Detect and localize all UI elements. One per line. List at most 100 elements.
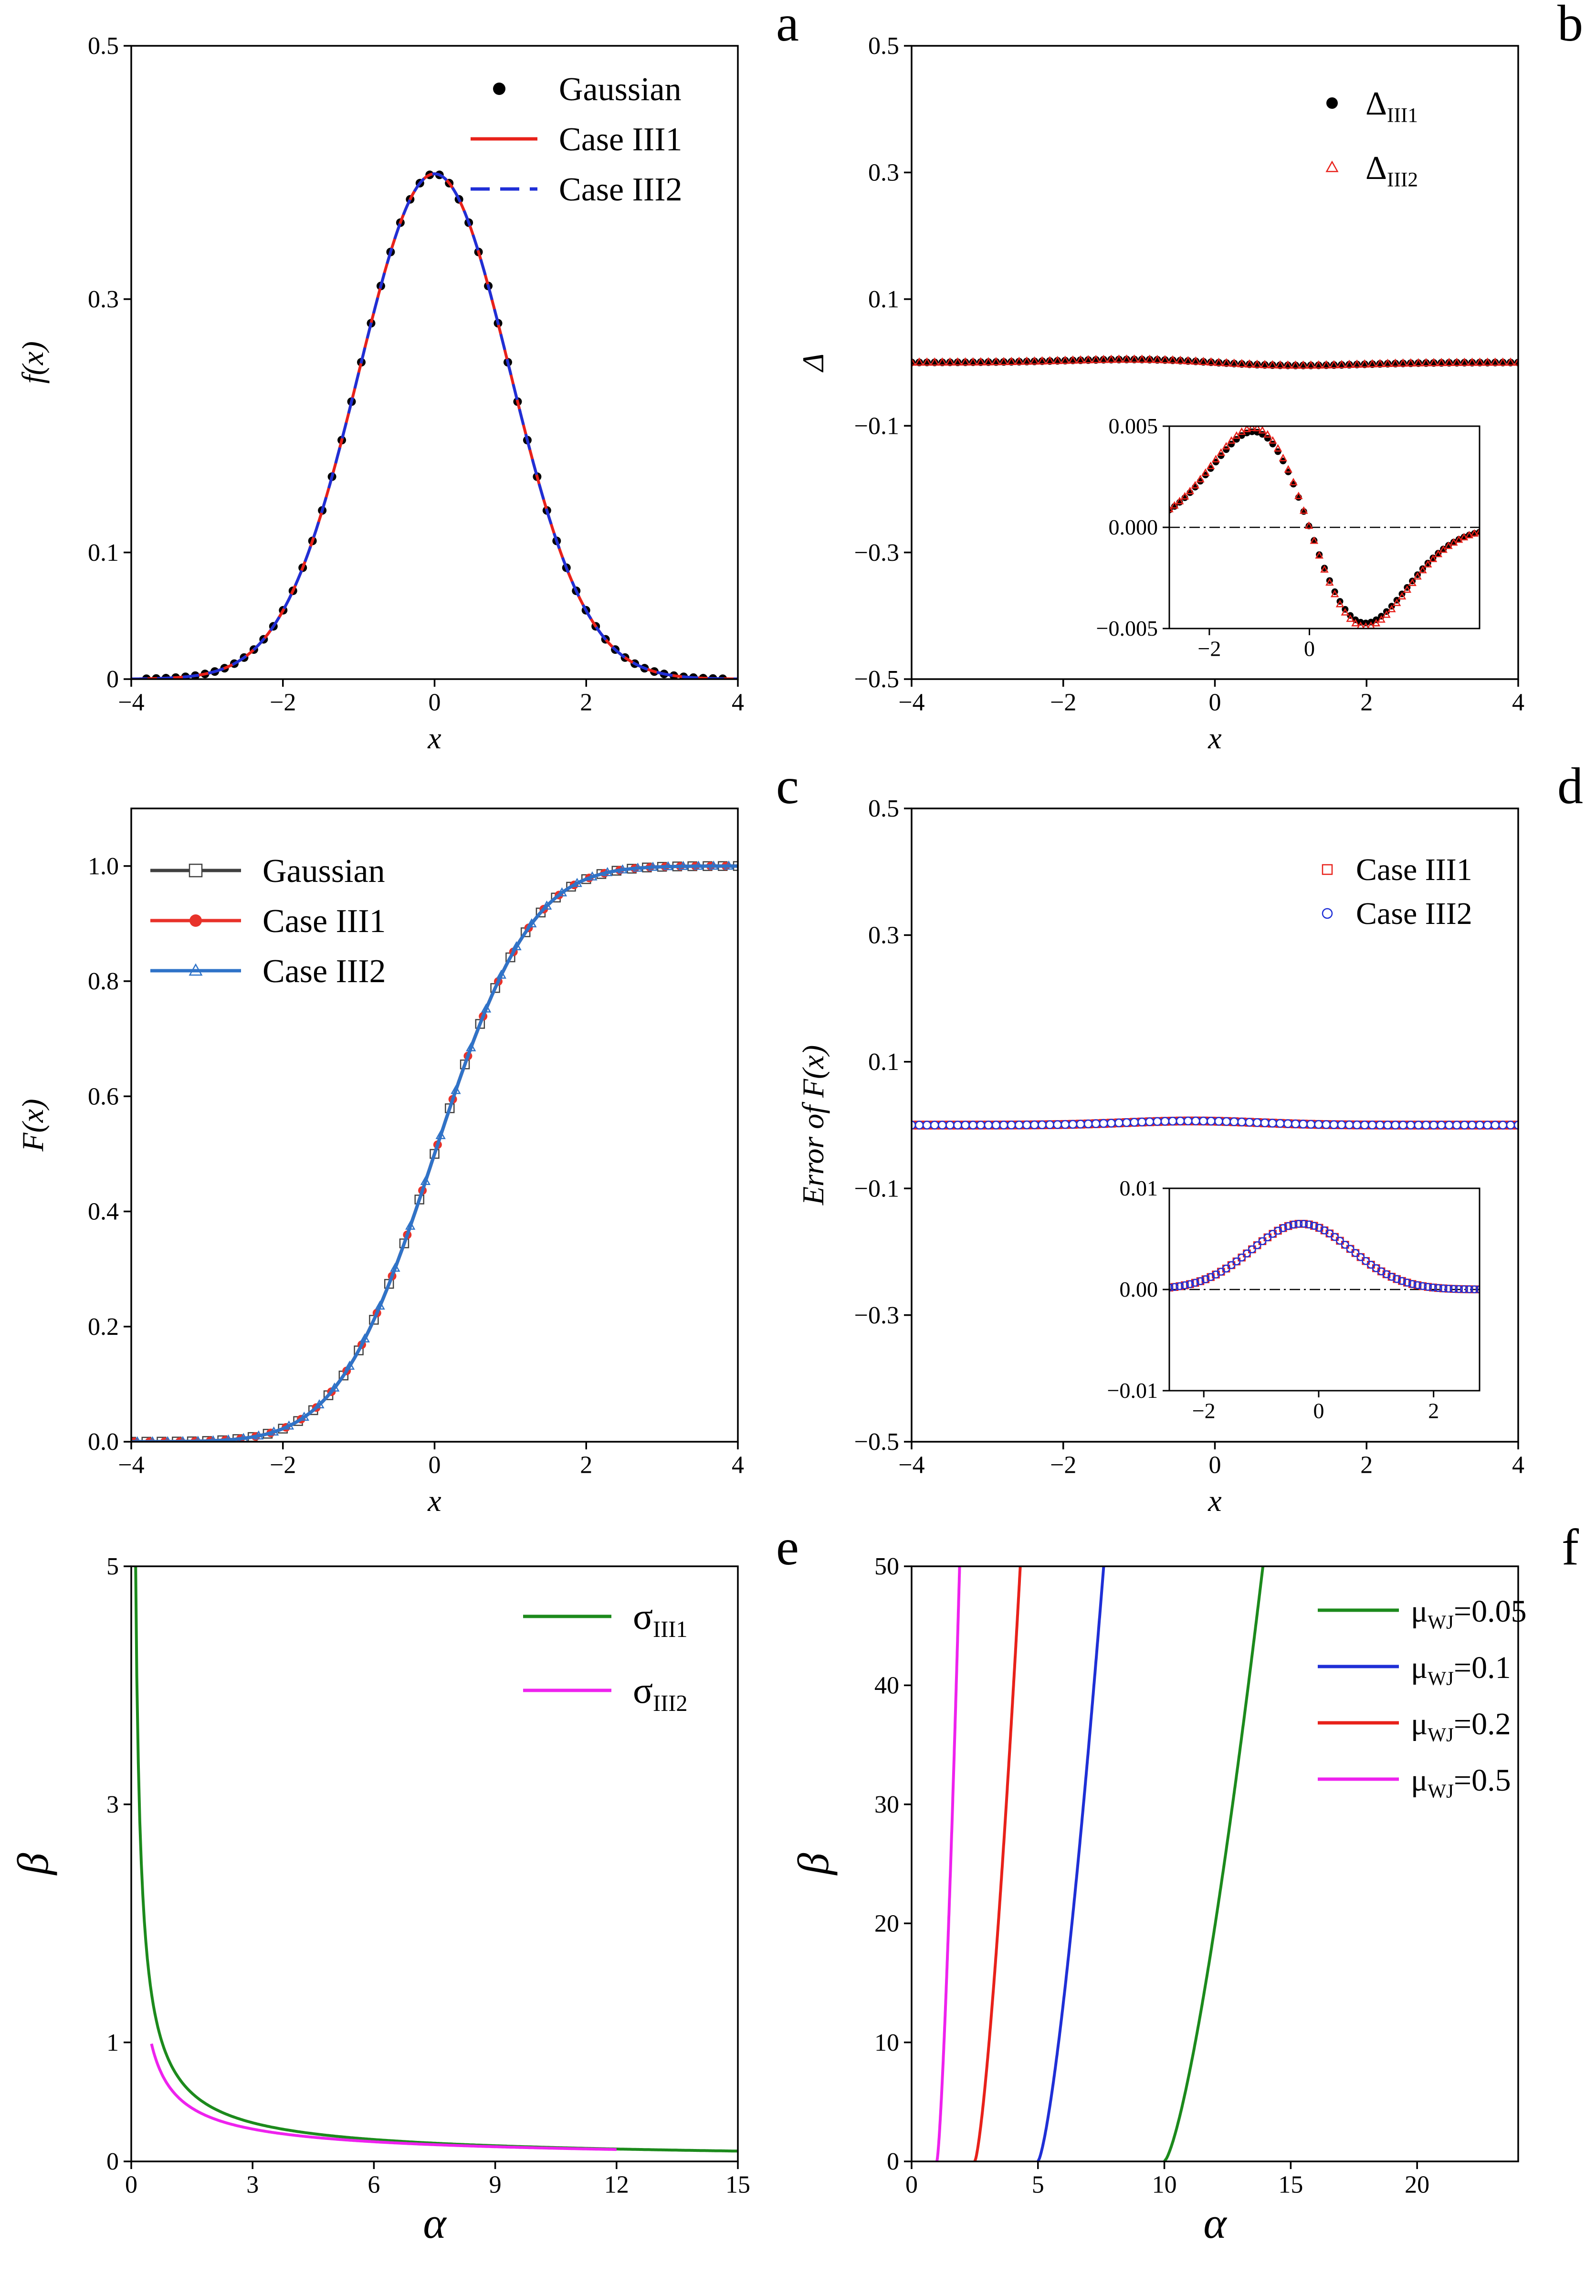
legend-marker <box>189 963 203 976</box>
data-point <box>708 860 719 870</box>
y-tick-label: −0.3 <box>854 1302 899 1329</box>
inset-data-point <box>1346 1245 1354 1253</box>
inset-data-point <box>1408 578 1417 587</box>
inset-data-point <box>1263 1233 1272 1241</box>
data-point <box>179 1436 186 1442</box>
inset-data-point <box>1418 566 1427 574</box>
data-point <box>1360 359 1369 368</box>
data-point <box>740 862 748 869</box>
data-point <box>420 1175 431 1185</box>
x-tick-label: 0 <box>1209 1451 1221 1478</box>
x-tick-label: 15 <box>1278 2171 1303 2198</box>
x-tick-label: 0 <box>1209 689 1221 716</box>
data-point <box>1099 1119 1108 1128</box>
data-point <box>344 1360 355 1370</box>
x-tick-label: 15 <box>725 2171 750 2198</box>
data-point <box>1168 355 1177 364</box>
data-point <box>1046 357 1054 365</box>
data-point <box>1215 358 1223 367</box>
inset-data-point <box>1377 615 1386 623</box>
inset-data-point <box>1263 430 1272 438</box>
data-point <box>953 357 963 366</box>
data-point <box>999 356 1008 366</box>
legend-label: Case III1 <box>1356 852 1472 887</box>
y-tick-label: 0.3 <box>868 922 899 949</box>
data-point <box>1145 356 1154 364</box>
legend-label: μWJ=0.05 <box>1411 1594 1527 1633</box>
data-point <box>1444 357 1454 366</box>
x-tick-label: 10 <box>1152 2171 1177 2198</box>
y-tick-label: 0.0 <box>88 1428 119 1456</box>
data-point <box>1445 359 1453 367</box>
y-tick-label: 0.4 <box>88 1198 119 1226</box>
data-point <box>1183 356 1193 365</box>
data-point <box>1083 1119 1093 1129</box>
y-tick-label: 0.3 <box>868 159 899 187</box>
inset-data-point <box>1170 501 1179 509</box>
data-point <box>1299 1120 1308 1129</box>
data-point <box>1161 356 1169 364</box>
data-point <box>1068 1120 1078 1129</box>
legend-marker <box>189 914 202 927</box>
x-tick-label: −2 <box>1050 1451 1076 1478</box>
data-point <box>602 867 613 876</box>
inset-data-point <box>1346 614 1354 622</box>
data-point <box>194 1436 201 1442</box>
y-tick-label: 10 <box>874 2029 899 2056</box>
data-point <box>1299 361 1307 369</box>
data-point <box>1207 358 1215 367</box>
inset-data-point <box>1274 448 1281 455</box>
data-point <box>1022 356 1032 365</box>
data-point <box>1237 359 1247 367</box>
chart-panel-c: −4 −2 0 2 4 0.0 0.2 0.4 0.6 0.8 1.0 x F(x) c Gaussian C… <box>16 758 799 1518</box>
x-tick-label: 2 <box>1360 689 1373 716</box>
x-axis-label: α <box>1203 2199 1227 2247</box>
inset-data-point <box>1248 426 1257 431</box>
data-point <box>1061 356 1069 365</box>
data-point <box>693 860 704 870</box>
inset-data-point <box>1253 426 1261 431</box>
data-point <box>937 357 947 366</box>
plot-area <box>935 1566 1265 2161</box>
data-point <box>1183 1116 1193 1126</box>
legend-marker <box>1322 908 1333 919</box>
panel-label: e <box>776 1519 799 1576</box>
data-point <box>1391 1121 1400 1130</box>
inset-data-point <box>1305 1220 1313 1228</box>
inset-data-point <box>1336 1237 1344 1245</box>
data-point <box>299 1411 309 1421</box>
x-tick-label: 0 <box>1313 1399 1324 1423</box>
data-point <box>1115 356 1123 364</box>
data-point <box>1038 1120 1047 1130</box>
inset-data-point <box>1429 1283 1437 1292</box>
data-point <box>496 969 506 979</box>
y-tick-label: −0.005 <box>1096 616 1158 640</box>
inset-data-point <box>1392 598 1401 606</box>
data-point <box>1322 361 1330 369</box>
x-tick-label: 0 <box>125 2171 137 2198</box>
data-point <box>1091 355 1101 363</box>
y-tick-label: 0.1 <box>88 539 119 566</box>
inset-data-point <box>1475 1285 1480 1294</box>
data-point <box>1114 1118 1124 1128</box>
data-point <box>572 878 582 887</box>
y-axis-label: Error of F(x) <box>796 1045 830 1206</box>
inset-data-point <box>1315 551 1323 559</box>
data-point <box>587 871 598 881</box>
panel-label: b <box>1557 0 1583 52</box>
inset-data-point <box>1304 521 1313 529</box>
legend-marker <box>189 863 203 878</box>
data-point <box>284 1420 294 1430</box>
inset-data-point <box>1465 1285 1473 1293</box>
data-point <box>1437 1121 1446 1130</box>
x-tick-label: −4 <box>118 1451 144 1478</box>
series-a-1 <box>131 172 738 679</box>
data-point <box>314 1399 325 1409</box>
y-tick-label: −0.1 <box>854 1175 899 1202</box>
data-point <box>1275 360 1285 369</box>
x-tick-label: 0 <box>905 2171 918 2198</box>
data-point <box>1352 359 1362 368</box>
x-tick-label: −2 <box>1197 637 1221 661</box>
data-point <box>1414 358 1423 367</box>
inset-data-point <box>1439 545 1448 553</box>
